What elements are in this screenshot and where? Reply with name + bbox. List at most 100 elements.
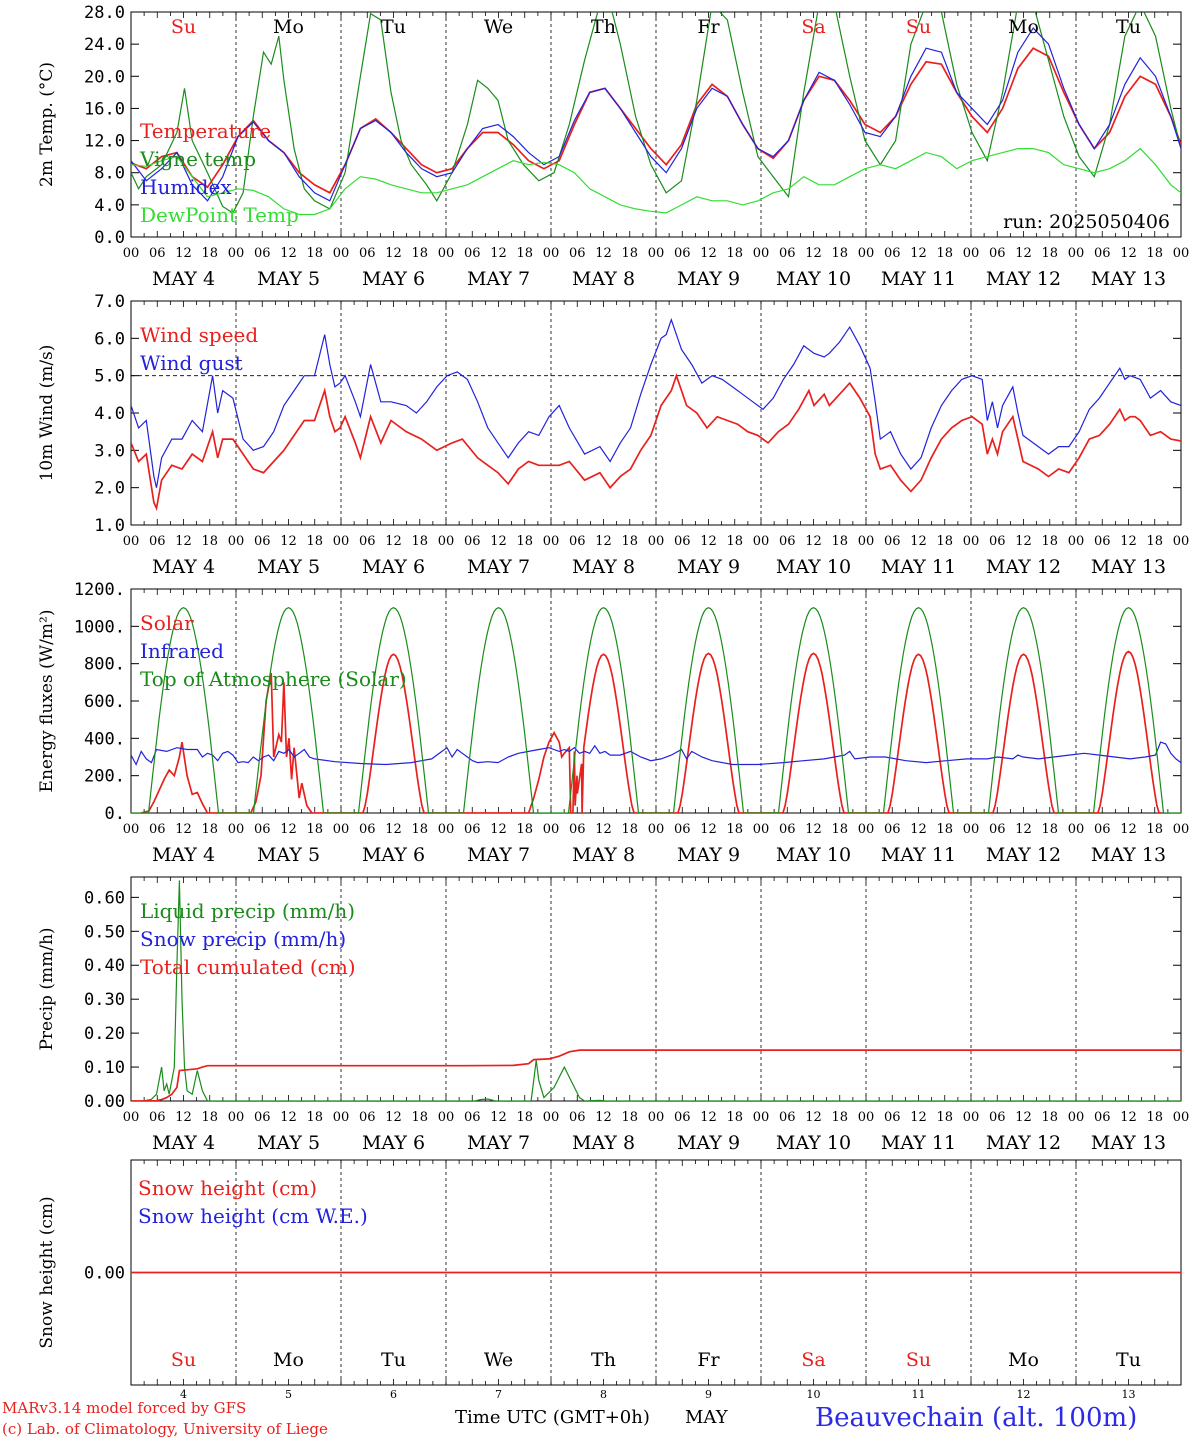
hour-tick-label: 06 — [464, 822, 481, 837]
weekday-label: Mo — [273, 16, 304, 38]
y-tick-label: 200. — [84, 767, 125, 787]
hour-tick-label: 12 — [175, 1110, 192, 1125]
plot-area — [131, 317, 1181, 511]
plot-area — [131, 607, 1181, 813]
hour-tick-label: 12 — [910, 534, 927, 549]
hour-tick-label: 06 — [359, 822, 376, 837]
xaxis-title: Time UTC (GMT+0h) — [455, 1407, 650, 1428]
hour-tick-label: 00 — [1173, 534, 1190, 549]
legend-entry: Infrared — [140, 639, 224, 663]
hour-tick-label: 12 — [805, 1110, 822, 1125]
panel-3: 0. 200. 400. 600. 800. 1000. 1200. Energy fluxe… — [37, 580, 1189, 866]
hour-tick-label: 12 — [385, 1110, 402, 1125]
hour-tick-label: 12 — [700, 246, 717, 261]
y-tick-label: 1200. — [74, 580, 125, 600]
hour-tick-label: 12 — [175, 822, 192, 837]
weekday-label: Mo — [1008, 16, 1039, 38]
date-label: MAY 12 — [986, 1132, 1061, 1154]
run-annotation: run: 2025050406 — [1003, 211, 1170, 233]
date-label: MAY 11 — [881, 556, 956, 578]
hour-tick-label: 06 — [674, 246, 691, 261]
hour-tick-label: 18 — [1041, 822, 1058, 837]
hour-tick-label: 18 — [831, 822, 848, 837]
weekday-label: Tu — [381, 1349, 406, 1371]
series-line-3 — [131, 27, 1181, 202]
hour-tick-label: 12 — [595, 534, 612, 549]
hour-tick-label: 12 — [385, 822, 402, 837]
hour-tick-label: 00 — [1173, 822, 1190, 837]
hour-tick-label: 12 — [910, 246, 927, 261]
hour-tick-label: 18 — [936, 1110, 953, 1125]
hour-tick-label: 06 — [569, 822, 586, 837]
series-line-4 — [131, 147, 1181, 216]
hour-tick-label: 00 — [1173, 246, 1190, 261]
day-number-label: 7 — [495, 1388, 502, 1401]
date-label: MAY 8 — [572, 844, 635, 866]
y-tick-label: 0.00 — [84, 1092, 125, 1112]
y-tick-label: 600. — [84, 692, 125, 712]
weekday-label: We — [484, 1349, 513, 1371]
hour-tick-label: 18 — [1041, 246, 1058, 261]
hour-tick-label: 18 — [201, 822, 218, 837]
hour-tick-label: 12 — [1015, 246, 1032, 261]
hour-tick-label: 00 — [333, 246, 350, 261]
y-tick-label: 5.0 — [94, 367, 125, 387]
hour-tick-label: 06 — [1094, 822, 1111, 837]
hour-tick-label: 00 — [1068, 822, 1085, 837]
date-label: MAY 7 — [467, 844, 530, 866]
hour-tick-label: 00 — [333, 822, 350, 837]
hour-tick-label: 06 — [884, 246, 901, 261]
hour-tick-label: 18 — [306, 534, 323, 549]
hour-tick-label: 00 — [438, 822, 455, 837]
hour-tick-label: 12 — [175, 534, 192, 549]
date-label: MAY 9 — [677, 556, 740, 578]
y-tick-label: 1.0 — [94, 516, 125, 536]
y-tick-label: 3.0 — [94, 441, 125, 461]
y-tick-label: 4.0 — [94, 196, 125, 216]
hour-tick-label: 18 — [621, 534, 638, 549]
hour-tick-label: 18 — [201, 534, 218, 549]
hour-tick-label: 00 — [1068, 1110, 1085, 1125]
hour-tick-label: 00 — [543, 822, 560, 837]
date-label: MAY 11 — [881, 844, 956, 866]
hour-tick-label: 18 — [831, 534, 848, 549]
hour-tick-label: 06 — [149, 1110, 166, 1125]
hour-tick-label: 06 — [359, 1110, 376, 1125]
weekday-label: Su — [171, 1349, 196, 1371]
date-label: MAY 8 — [572, 268, 635, 290]
date-label: MAY 10 — [776, 1132, 851, 1154]
series-line-2 — [131, 317, 1181, 488]
hour-tick-label: 00 — [753, 534, 770, 549]
hour-tick-label: 06 — [779, 822, 796, 837]
weekday-label: Su — [906, 1349, 931, 1371]
date-label: MAY 13 — [1091, 556, 1166, 578]
date-label: MAY 9 — [677, 1132, 740, 1154]
date-label: MAY 6 — [362, 556, 425, 578]
hour-tick-label: 06 — [674, 1110, 691, 1125]
hour-tick-label: 00 — [858, 1110, 875, 1125]
legend-entry: Total cumulated (cm) — [140, 955, 356, 979]
hour-tick-label: 00 — [858, 822, 875, 837]
hour-tick-label: 06 — [254, 1110, 271, 1125]
xaxis-month: MAY — [685, 1407, 729, 1428]
hour-tick-label: 18 — [516, 246, 533, 261]
hour-tick-label: 12 — [595, 246, 612, 261]
hour-tick-label: 06 — [1094, 246, 1111, 261]
y-tick-label: 8.0 — [94, 164, 125, 184]
day-number-label: 8 — [600, 1388, 607, 1401]
hour-tick-label: 06 — [149, 534, 166, 549]
hour-tick-label: 00 — [438, 1110, 455, 1125]
hour-tick-label: 12 — [385, 246, 402, 261]
legend-entry: Solar — [140, 611, 194, 635]
y-axis-label: Precip (mm/h) — [37, 927, 57, 1050]
hour-tick-label: 00 — [438, 534, 455, 549]
series-line-1 — [131, 47, 1181, 194]
hour-tick-label: 00 — [858, 246, 875, 261]
legend-entry: Wind gust — [140, 351, 243, 375]
day-number-label: 5 — [285, 1388, 292, 1401]
hour-tick-label: 18 — [516, 534, 533, 549]
hour-tick-label: 06 — [254, 534, 271, 549]
date-label: MAY 5 — [257, 268, 320, 290]
hour-tick-label: 06 — [464, 246, 481, 261]
